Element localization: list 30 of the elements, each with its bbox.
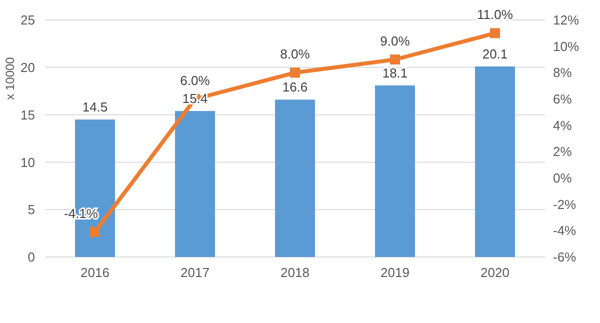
y2-tick-label: 4%	[553, 118, 572, 133]
x-tick-label: 2016	[80, 265, 110, 280]
y2-tick-label: -2%	[553, 196, 577, 212]
data-label: 11.0%	[477, 7, 514, 22]
data-label: 18.1	[382, 65, 408, 80]
x-tick-label: 2020	[480, 265, 510, 280]
y2-tick-label: 12%	[553, 12, 580, 28]
y-tick-label: 15	[20, 107, 35, 122]
y2-tick-label: 6%	[553, 92, 572, 107]
data-label: 14.5	[82, 100, 108, 115]
y2-tick-label: 0%	[553, 170, 572, 186]
x-tick-label: 2018	[280, 265, 310, 280]
y-axis-title: x 10000	[3, 56, 17, 100]
y2-tick-label: -6%	[553, 250, 577, 265]
y-tick-label: 5	[28, 202, 35, 218]
y2-tick-label: -4%	[553, 223, 577, 238]
y2-tick-label: 8%	[553, 65, 572, 80]
y-tick-label: 20	[20, 60, 35, 75]
data-label: 16.6	[282, 80, 308, 95]
y-tick-label: 25	[20, 12, 35, 28]
y2-tick-label: 10%	[553, 38, 580, 54]
y-tick-label: 10	[20, 154, 35, 170]
data-label: 6.0%	[180, 73, 210, 88]
data-label: 9.0%	[380, 34, 410, 48]
x-tick-label: 2019	[380, 265, 410, 280]
y2-tick-label: 2%	[553, 144, 572, 160]
data-label: 8.0%	[280, 46, 310, 62]
y-tick-label: 0	[28, 250, 35, 265]
data-label: 20.1	[482, 46, 508, 62]
x-tick-label: 2017	[180, 265, 210, 280]
